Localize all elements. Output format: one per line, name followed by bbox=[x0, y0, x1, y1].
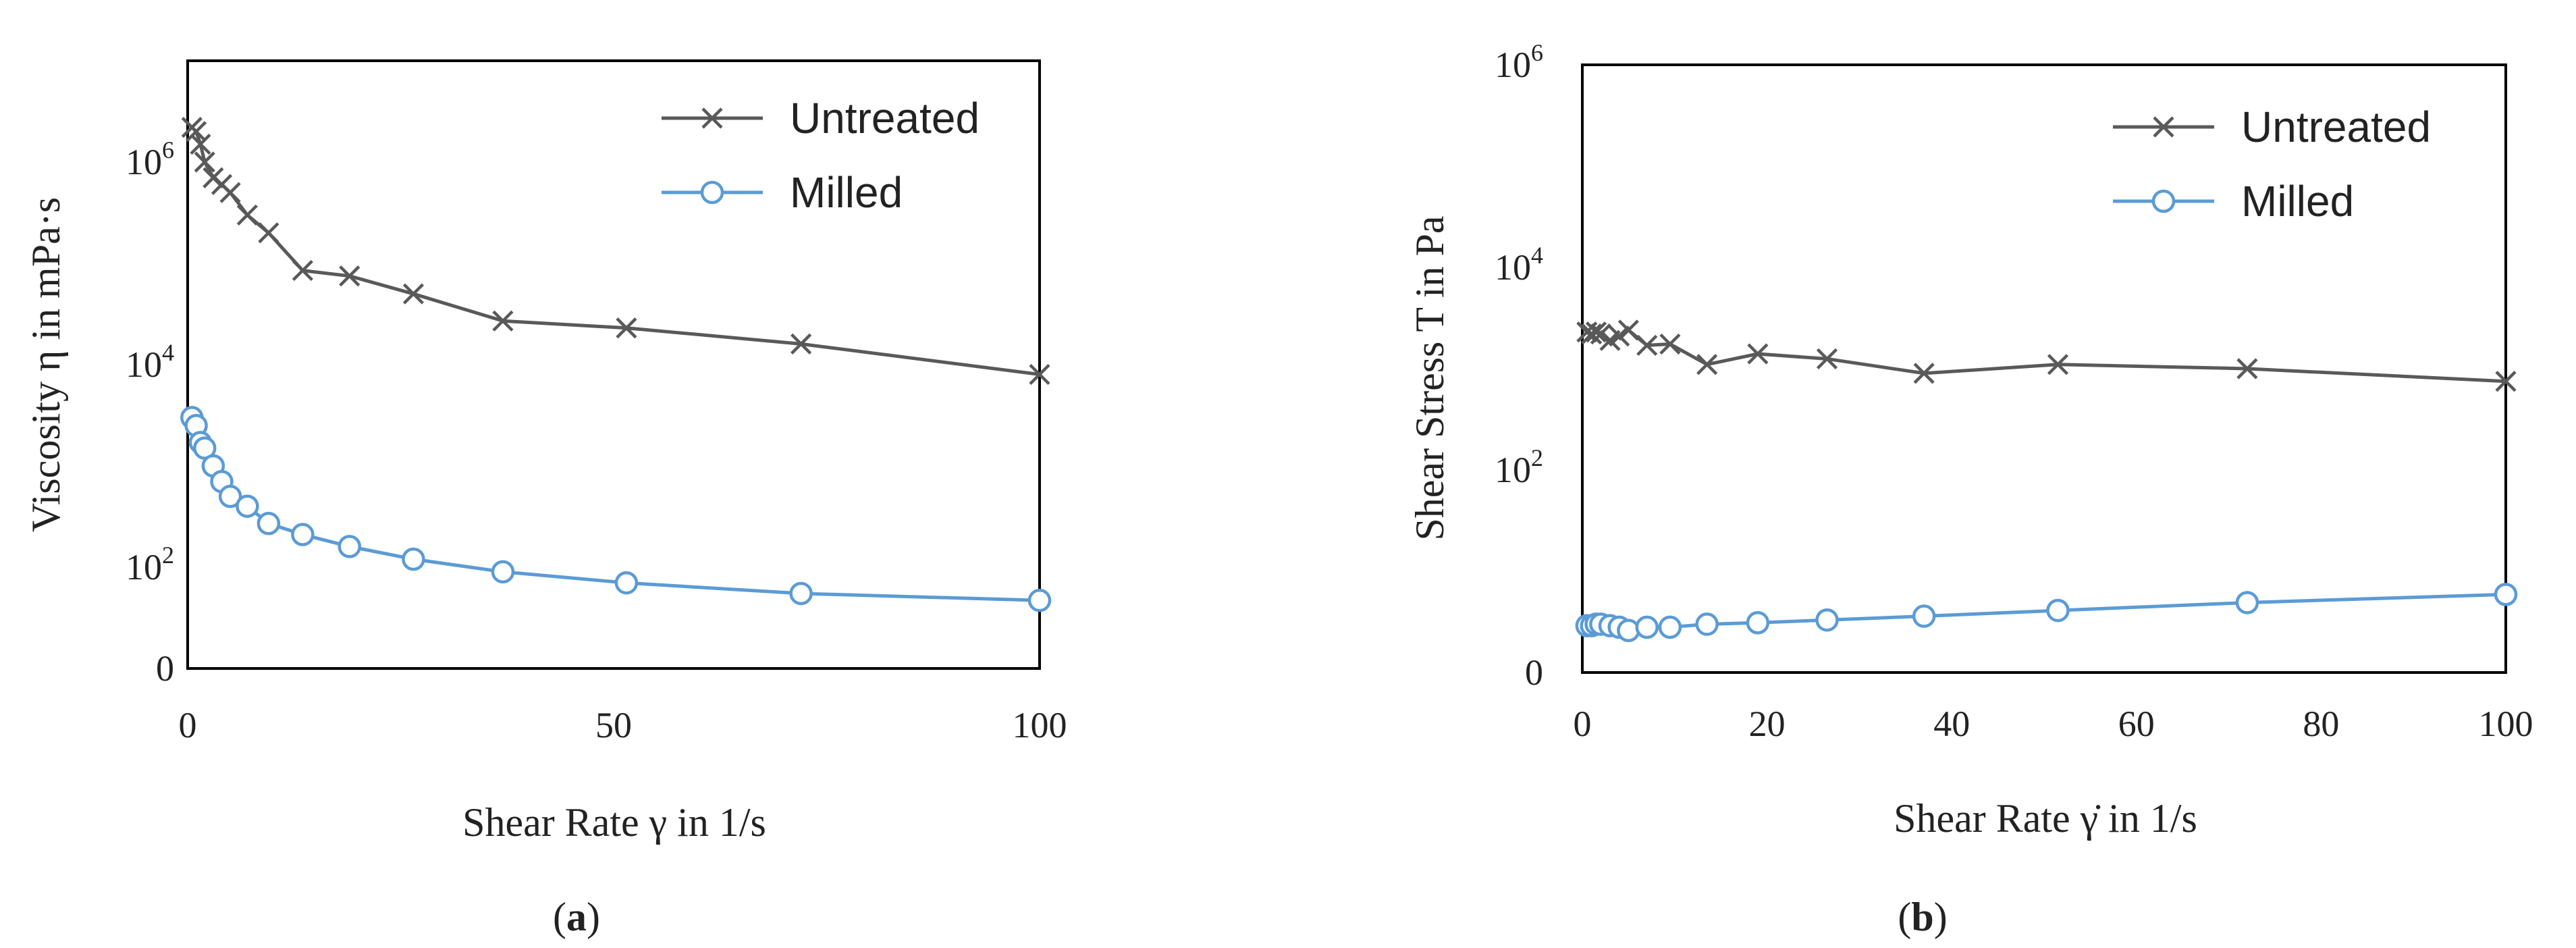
x-tick-labels-a: 0 50 100 bbox=[179, 705, 1067, 745]
data-point-untreated bbox=[292, 259, 313, 282]
series-group-b bbox=[1575, 319, 2518, 643]
data-point-untreated bbox=[1617, 319, 1639, 341]
data-point-untreated bbox=[190, 133, 211, 155]
series-line-untreated bbox=[190, 126, 1040, 377]
data-point-untreated bbox=[402, 283, 425, 305]
data-point-untreated bbox=[492, 310, 514, 332]
legend-label-milled: Milled bbox=[2241, 177, 2354, 226]
data-point-milled bbox=[491, 560, 515, 584]
data-point-milled bbox=[236, 494, 259, 518]
data-point-untreated bbox=[1029, 363, 1050, 386]
data-point-untreated bbox=[616, 317, 637, 339]
data-point-milled bbox=[1746, 611, 1770, 635]
data-point-milled bbox=[402, 547, 425, 571]
data-point-milled bbox=[257, 512, 281, 535]
data-point-untreated bbox=[1659, 333, 1681, 355]
data-point-untreated bbox=[258, 222, 279, 244]
legend-label-untreated: Untreated bbox=[790, 94, 980, 142]
data-point-untreated bbox=[194, 151, 215, 173]
data-point-milled bbox=[1912, 604, 1936, 628]
x-tick-labels-b: 0 20 40 60 80 100 bbox=[1574, 704, 2533, 744]
legend-a: Untreated Milled bbox=[662, 94, 980, 217]
legend-marker-milled bbox=[2151, 189, 2176, 213]
y-tick-label: 106 bbox=[1495, 39, 1543, 85]
data-point-untreated bbox=[1747, 343, 1769, 365]
data-point-milled bbox=[1635, 615, 1659, 639]
data-point-milled bbox=[2494, 583, 2518, 606]
y-tick-label: 102 bbox=[126, 542, 174, 587]
legend-marker-milled bbox=[700, 180, 724, 205]
data-point-milled bbox=[2046, 598, 2070, 623]
x-tick-label: 50 bbox=[595, 705, 632, 745]
data-point-milled bbox=[1617, 618, 1640, 643]
data-point-milled bbox=[291, 523, 315, 546]
data-point-untreated bbox=[1581, 323, 1603, 345]
data-point-untreated bbox=[1913, 363, 1935, 384]
data-point-milled bbox=[1815, 608, 1839, 632]
y-tick-label: 104 bbox=[126, 339, 174, 385]
legend-b: Untreated Milled bbox=[2113, 103, 2431, 226]
data-point-untreated bbox=[219, 182, 241, 203]
data-point-untreated bbox=[2236, 358, 2258, 379]
data-point-milled bbox=[338, 535, 362, 558]
data-point-milled bbox=[218, 484, 242, 508]
data-point-milled bbox=[614, 571, 639, 595]
panel-label-a: (a) bbox=[553, 895, 600, 939]
x-tick-label: 60 bbox=[2118, 704, 2155, 744]
y-tick-labels-a: 0 102 104 106 bbox=[126, 136, 174, 689]
panel-label-b: (b) bbox=[1898, 895, 1947, 939]
legend-marker-untreated bbox=[2153, 116, 2174, 138]
legend-label-milled: Milled bbox=[790, 168, 903, 217]
x-axis-label-a: Shear Rate γ in 1/s bbox=[462, 800, 766, 845]
series-group-a bbox=[180, 117, 1052, 612]
plot-frame-a bbox=[186, 59, 1041, 670]
y-axis-label-b: Shear Stress T in Pa bbox=[1407, 215, 1452, 540]
data-point-milled bbox=[789, 581, 813, 606]
y-axis-label-a: Viscosity η in mPa·s bbox=[24, 197, 68, 532]
y-tick-labels-b: 0 102 104 106 bbox=[1495, 39, 1543, 693]
y-tick-label: 0 bbox=[1525, 652, 1543, 693]
legend-label-untreated: Untreated bbox=[2241, 103, 2431, 151]
data-point-untreated bbox=[2047, 354, 2069, 375]
x-tick-label: 0 bbox=[1574, 704, 1592, 744]
y-tick-label: 106 bbox=[126, 136, 174, 182]
y-tick-label: 104 bbox=[1495, 242, 1543, 288]
x-tick-label: 0 bbox=[179, 705, 197, 745]
y-tick-label: 102 bbox=[1495, 444, 1543, 490]
x-tick-label: 100 bbox=[2479, 704, 2533, 744]
data-point-milled bbox=[1027, 588, 1052, 612]
chart-panel-a: 0 102 104 106 0 50 100 Untreated Milled Shear … bbox=[24, 59, 1067, 939]
data-point-untreated bbox=[790, 333, 812, 354]
data-point-milled bbox=[1658, 615, 1682, 639]
data-point-untreated bbox=[1816, 348, 1838, 370]
data-point-untreated bbox=[1696, 354, 1718, 375]
y-tick-label: 0 bbox=[156, 648, 174, 689]
legend-marker-untreated bbox=[701, 107, 723, 129]
data-point-milled bbox=[1695, 612, 1719, 636]
data-point-untreated bbox=[1585, 321, 1607, 343]
x-axis-label-b: Shear Rate γ̇ in 1/s bbox=[1894, 796, 2197, 841]
x-tick-label: 100 bbox=[1013, 705, 1067, 745]
plot-frame-b bbox=[1581, 63, 2507, 674]
data-point-untreated bbox=[236, 204, 258, 226]
x-tick-label: 20 bbox=[1749, 704, 1786, 744]
data-point-untreated bbox=[186, 121, 207, 142]
data-point-untreated bbox=[339, 265, 360, 287]
data-point-untreated bbox=[2495, 371, 2517, 392]
data-point-untreated bbox=[1590, 323, 1611, 345]
data-point-milled bbox=[2235, 591, 2259, 614]
data-point-untreated bbox=[1609, 325, 1630, 347]
data-point-untreated bbox=[1636, 334, 1658, 357]
x-tick-label: 40 bbox=[1933, 704, 1970, 744]
x-tick-label: 80 bbox=[2303, 704, 2339, 744]
